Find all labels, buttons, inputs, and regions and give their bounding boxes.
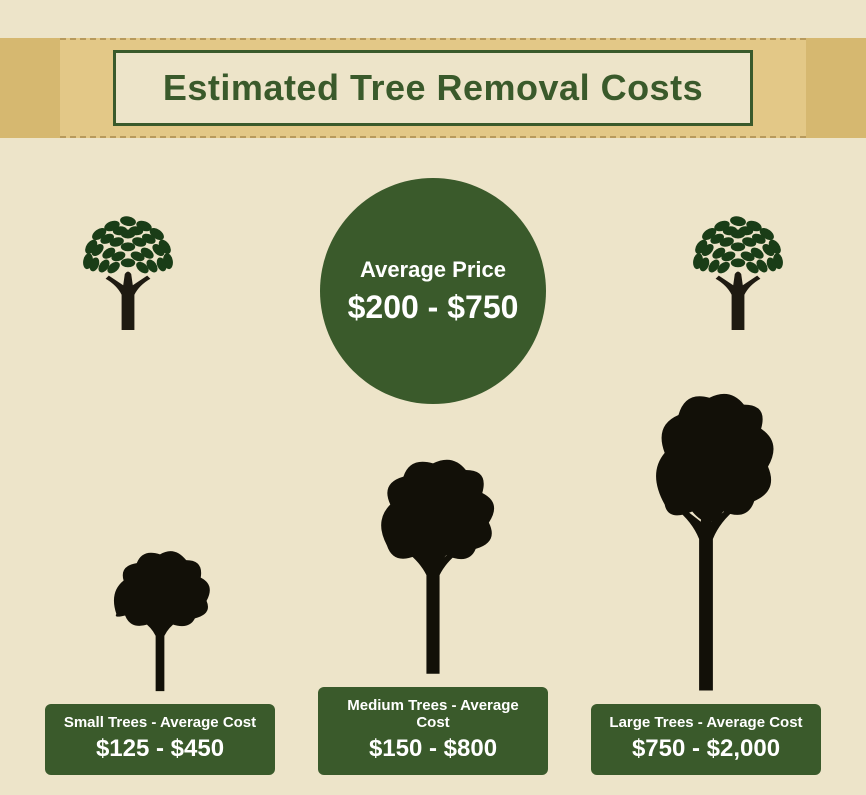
decorative-tree-icon — [658, 186, 818, 346]
decorative-tree-icon — [48, 186, 208, 346]
average-price-label: Average Price — [360, 257, 506, 283]
medium-cost-label: Medium Trees - Average Cost — [334, 697, 532, 731]
average-price-circle: Average Price $200 - $750 — [320, 178, 546, 404]
small-cost-price: $125 - $450 — [61, 735, 259, 763]
large-tree-column: Large Trees - Average Cost $750 - $2,000 — [586, 384, 826, 775]
average-price-value: $200 - $750 — [348, 289, 519, 326]
large-cost-price: $750 - $2,000 — [607, 735, 805, 763]
large-cost-pill: Large Trees - Average Cost $750 - $2,000 — [591, 704, 821, 775]
large-cost-label: Large Trees - Average Cost — [607, 714, 805, 731]
large-tree-icon — [616, 384, 796, 694]
medium-tree-icon — [348, 447, 518, 677]
medium-cost-pill: Medium Trees - Average Cost $150 - $800 — [318, 687, 548, 775]
medium-tree-column: Medium Trees - Average Cost $150 - $800 — [313, 447, 553, 775]
small-tree-column: Small Trees - Average Cost $125 - $450 — [40, 534, 280, 775]
page-title: Estimated Tree Removal Costs — [163, 67, 703, 109]
title-box: Estimated Tree Removal Costs — [113, 50, 753, 126]
header-tab-left — [0, 38, 60, 138]
small-tree-icon — [85, 534, 235, 694]
medium-cost-price: $150 - $800 — [334, 735, 532, 763]
small-cost-label: Small Trees - Average Cost — [61, 714, 259, 731]
header-tab-right — [806, 38, 866, 138]
small-cost-pill: Small Trees - Average Cost $125 - $450 — [45, 704, 275, 775]
